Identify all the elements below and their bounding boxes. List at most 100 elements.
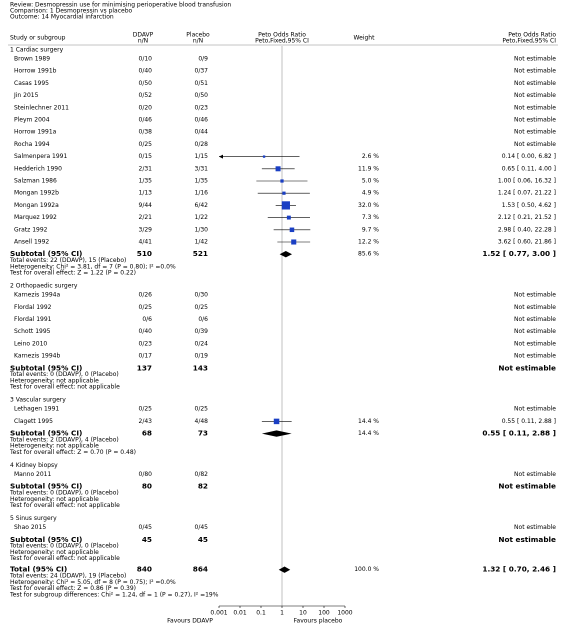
study-name: Marquez 1992 — [14, 214, 57, 221]
placebo-n: 0/9 — [198, 56, 208, 63]
placebo-n: 1/16 — [195, 190, 209, 197]
result: Not estimable — [514, 524, 556, 531]
summary-ddavp: 840 — [137, 565, 152, 574]
placebo-n: 1/22 — [195, 214, 209, 221]
weight: 11.9 % — [358, 165, 379, 172]
ddavp-n: 0/10 — [139, 56, 153, 63]
x-tick-label: 1 — [280, 610, 284, 617]
group-note: Heterogeneity: not applicable — [10, 496, 99, 503]
result: 3.62 [ 0.60, 21.86 ] — [498, 239, 556, 246]
effect-box — [262, 155, 266, 158]
summary-placebo: 82 — [198, 482, 208, 491]
placebo-n: 4/48 — [195, 418, 209, 425]
total-note: Test for overall effect: Z = 0.86 (P = 0… — [9, 585, 136, 592]
ddavp-n: 3/29 — [139, 226, 153, 233]
placebo-n: 1/15 — [195, 153, 209, 160]
ddavp-n: 0/52 — [139, 92, 153, 99]
study-name: Ansell 1992 — [14, 239, 49, 246]
placebo-n: 0/19 — [195, 353, 209, 360]
summary-result: 1.32 [ 0.70, 2.46 ] — [482, 565, 556, 574]
placebo-n: 0/25 — [195, 406, 209, 413]
ddavp-n: 0/23 — [139, 340, 153, 347]
summary-weight: 85.6 % — [358, 251, 379, 258]
study-name: Casas 1995 — [14, 80, 49, 87]
study-name: Mongan 1992b — [14, 190, 59, 197]
placebo-n: 3/31 — [195, 165, 209, 172]
placebo-n: 1/35 — [195, 178, 209, 185]
summary-ddavp: 80 — [142, 482, 152, 491]
total-note: Test for subgroup differences: Chi² = 1.… — [9, 591, 219, 598]
weight: 9.7 % — [362, 226, 379, 233]
study-name: Manno 2011 — [14, 471, 51, 478]
summary-diamond — [278, 566, 291, 573]
summary-result: Not estimable — [498, 482, 556, 491]
ddavp-n: 1/35 — [139, 178, 153, 185]
outcome: Outcome: 14 Myocardial infarction — [10, 14, 114, 21]
col-study: Study or subgroup — [10, 35, 66, 42]
effect-box — [281, 201, 290, 210]
study-name: Hedderich 1990 — [14, 165, 62, 172]
effect-box — [280, 179, 284, 183]
group-note: Test for overall effect: not applicable — [9, 555, 120, 562]
ddavp-n: 0/40 — [139, 68, 153, 75]
result: Not estimable — [514, 340, 556, 347]
study-name: Horrow 1991a — [14, 129, 57, 136]
summary-placebo: 45 — [198, 535, 208, 544]
result: Not estimable — [514, 56, 556, 63]
ci-arrow — [219, 154, 223, 159]
effect-box — [282, 191, 286, 195]
summary-result: Not estimable — [498, 535, 556, 544]
effect-box — [275, 166, 281, 172]
group-title: 1 Cardiac surgery — [10, 47, 64, 54]
ddavp-n: 2/21 — [139, 214, 153, 221]
study-name: Lethagen 1991 — [14, 406, 59, 413]
study-name: Salzman 1986 — [14, 178, 57, 185]
col-weight: Weight — [354, 35, 376, 42]
result: Not estimable — [514, 304, 556, 311]
study-name: Brown 1989 — [14, 56, 50, 63]
study-name: Horrow 1991b — [14, 68, 57, 75]
study-name: Karnezis 1994a — [14, 292, 60, 299]
ddavp-n: 0/6 — [142, 316, 152, 323]
group-note: Heterogeneity: Chi² = 3.81, df = 7 (P = … — [10, 263, 176, 270]
ddavp-n: 0/38 — [139, 129, 153, 136]
summary-weight: 14.4 % — [358, 430, 379, 437]
placebo-n: 0/50 — [195, 92, 209, 99]
x-tick-label: 0.001 — [210, 610, 227, 617]
comparison: Comparison: 1 Desmopressin vs placebo — [10, 8, 133, 15]
placebo-n: 0/30 — [195, 292, 209, 299]
ddavp-n: 0/25 — [139, 141, 153, 148]
ddavp-n: 0/15 — [139, 153, 153, 160]
study-name: Rocha 1994 — [14, 141, 50, 148]
placebo-n: 0/82 — [195, 471, 209, 478]
summary-result: 1.52 [ 0.77, 3.00 ] — [482, 249, 556, 258]
summary-diamond — [261, 430, 292, 437]
ddavp-n: 0/17 — [139, 353, 153, 360]
placebo-n: 0/39 — [195, 328, 209, 335]
placebo-n: 0/6 — [198, 316, 208, 323]
result: Not estimable — [514, 129, 556, 136]
result: 0.14 [ 0.00, 6.82 ] — [502, 153, 556, 160]
placebo-n: 0/28 — [195, 141, 209, 148]
placebo-n: 0/25 — [195, 304, 209, 311]
effect-box — [286, 215, 291, 220]
placebo-n: 0/46 — [195, 117, 209, 124]
total-note: Heterogeneity: Chi² = 5.05, df = 8 (P = … — [10, 579, 176, 586]
col-placebo: Placebo — [186, 32, 210, 39]
weight: 7.3 % — [362, 214, 379, 221]
group-note: Test for overall effect: Z = 0.70 (P = 0… — [9, 449, 136, 456]
placebo-n: 1/30 — [195, 226, 209, 233]
ddavp-n: 0/20 — [139, 104, 153, 111]
group-note: Total events: 0 (DDAVP), 0 (Placebo) — [9, 543, 119, 550]
group-note: Test for overall effect: not applicable — [9, 384, 120, 391]
ddavp-n: 4/41 — [139, 239, 153, 246]
x-tick-label: 0.01 — [233, 610, 247, 617]
result: Not estimable — [514, 406, 556, 413]
x-tick-label: 0.1 — [256, 610, 266, 617]
study-name: Shao 2015 — [14, 524, 46, 531]
col-result-sub: Peto,Fixed,95% CI — [502, 38, 556, 45]
placebo-n: 1/42 — [195, 239, 209, 246]
effect-box — [273, 418, 280, 425]
result: Not estimable — [514, 92, 556, 99]
ddavp-n: 0/46 — [139, 117, 153, 124]
